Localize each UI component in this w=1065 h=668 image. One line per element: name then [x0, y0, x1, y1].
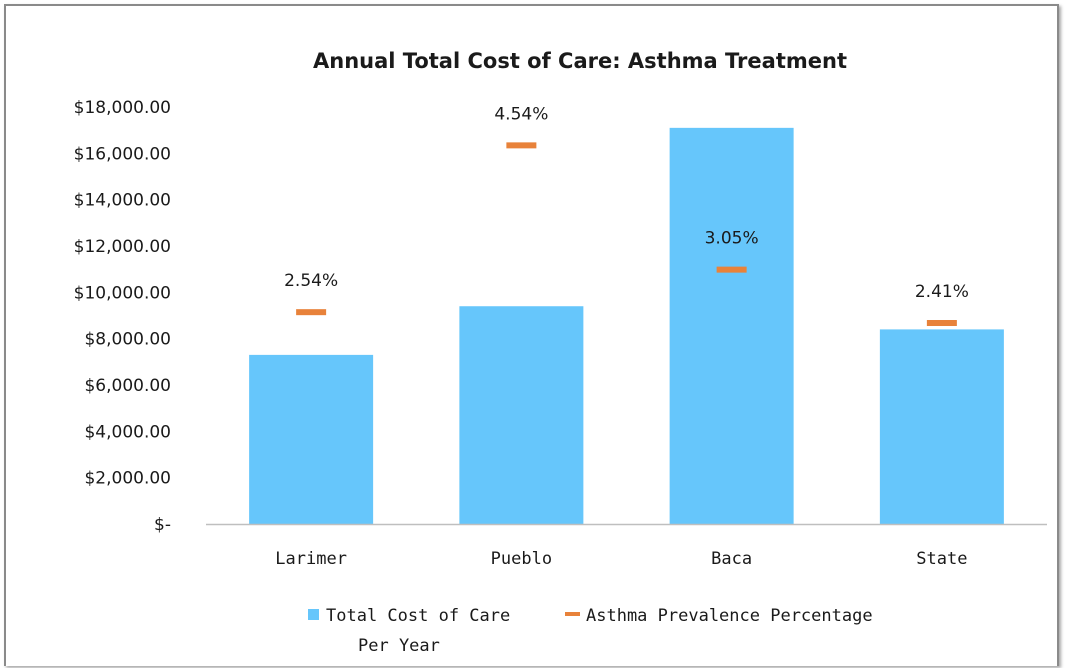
data-labels: 2.54% 4.54% 3.05% 2.41%: [284, 104, 969, 302]
y-tick-label: $8,000.00: [84, 330, 171, 350]
y-tick-label: $10,000.00: [74, 283, 171, 303]
x-tick-label: State: [916, 549, 967, 569]
y-tick-label: $4,000.00: [84, 422, 171, 442]
data-label: 2.54%: [284, 271, 338, 291]
bar-series: [249, 127, 1004, 524]
prevalence-marker: [506, 142, 537, 149]
legend-label: Total Cost of Care: [326, 606, 510, 626]
x-axis-labels: Larimer Pueblo Baca State: [275, 549, 967, 569]
legend-swatch-marker: [565, 612, 580, 616]
y-tick-label: $2,000.00: [84, 469, 171, 489]
data-label: 3.05%: [705, 229, 759, 249]
data-label: 4.54%: [494, 104, 548, 124]
y-tick-label: $16,000.00: [74, 144, 171, 164]
prevalence-marker: [296, 309, 327, 316]
data-label: 2.41%: [915, 282, 969, 302]
legend-label: Per Year: [358, 636, 440, 656]
y-tick-label: $14,000.00: [74, 191, 171, 211]
y-tick-label: $12,000.00: [74, 237, 171, 257]
x-tick-label: Baca: [711, 549, 752, 569]
y-tick-label: $6,000.00: [84, 376, 171, 396]
chart-title: Annual Total Cost of Care: Asthma Treatm…: [313, 49, 847, 73]
legend-item-total-cost: Total Cost of Care Per Year: [308, 606, 510, 656]
bar: [879, 329, 1004, 524]
marker-series: [296, 142, 957, 327]
x-tick-label: Pueblo: [491, 549, 552, 569]
bar: [669, 127, 794, 524]
legend: Total Cost of Care Per Year Asthma Prevale…: [308, 606, 873, 656]
bar: [459, 306, 584, 524]
x-tick-label: Larimer: [275, 549, 347, 569]
y-axis-ticks: $- $2,000.00 $4,000.00 $6,000.00 $8,000.00 $1…: [74, 98, 171, 535]
prevalence-marker: [716, 266, 747, 273]
y-tick-label: $-: [154, 515, 171, 535]
legend-swatch-bar: [308, 609, 319, 620]
prevalence-marker: [926, 320, 957, 327]
y-tick-label: $18,000.00: [74, 98, 171, 118]
legend-label: Asthma Prevalence Percentage: [586, 606, 873, 626]
bar: [249, 354, 374, 524]
chart: Annual Total Cost of Care: Asthma Treatm…: [74, 49, 1047, 656]
legend-item-prevalence: Asthma Prevalence Percentage: [565, 606, 873, 626]
chart-frame: Annual Total Cost of Care: Asthma Treatm…: [4, 4, 1059, 666]
